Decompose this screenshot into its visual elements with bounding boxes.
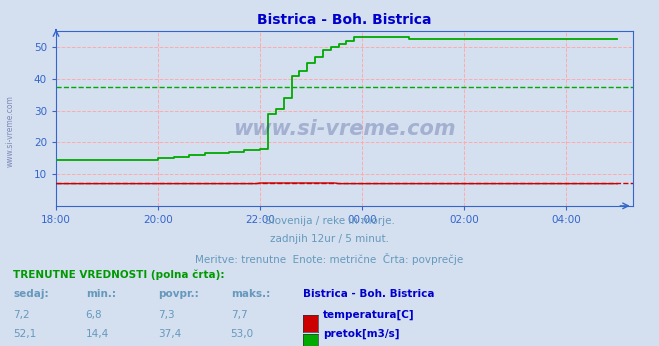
Text: 37,4: 37,4: [158, 329, 181, 339]
Text: 7,7: 7,7: [231, 310, 247, 320]
Text: pretok[m3/s]: pretok[m3/s]: [323, 329, 399, 339]
Text: 14,4: 14,4: [86, 329, 109, 339]
Text: 52,1: 52,1: [13, 329, 36, 339]
Title: Bistrica - Boh. Bistrica: Bistrica - Boh. Bistrica: [257, 13, 432, 27]
Text: min.:: min.:: [86, 289, 116, 299]
Text: 7,3: 7,3: [158, 310, 175, 320]
Text: Bistrica - Boh. Bistrica: Bistrica - Boh. Bistrica: [303, 289, 435, 299]
Text: temperatura[C]: temperatura[C]: [323, 310, 415, 320]
Text: zadnjih 12ur / 5 minut.: zadnjih 12ur / 5 minut.: [270, 234, 389, 244]
Text: povpr.:: povpr.:: [158, 289, 199, 299]
Text: sedaj:: sedaj:: [13, 289, 49, 299]
Text: 53,0: 53,0: [231, 329, 254, 339]
Text: www.si-vreme.com: www.si-vreme.com: [233, 119, 455, 139]
Text: 6,8: 6,8: [86, 310, 102, 320]
Text: www.si-vreme.com: www.si-vreme.com: [5, 95, 14, 167]
Text: Meritve: trenutne  Enote: metrične  Črta: povprečje: Meritve: trenutne Enote: metrične Črta: …: [195, 253, 464, 265]
Text: TRENUTNE VREDNOSTI (polna črta):: TRENUTNE VREDNOSTI (polna črta):: [13, 270, 225, 280]
Text: maks.:: maks.:: [231, 289, 270, 299]
Text: Slovenija / reke in morje.: Slovenija / reke in morje.: [264, 216, 395, 226]
Text: 7,2: 7,2: [13, 310, 30, 320]
